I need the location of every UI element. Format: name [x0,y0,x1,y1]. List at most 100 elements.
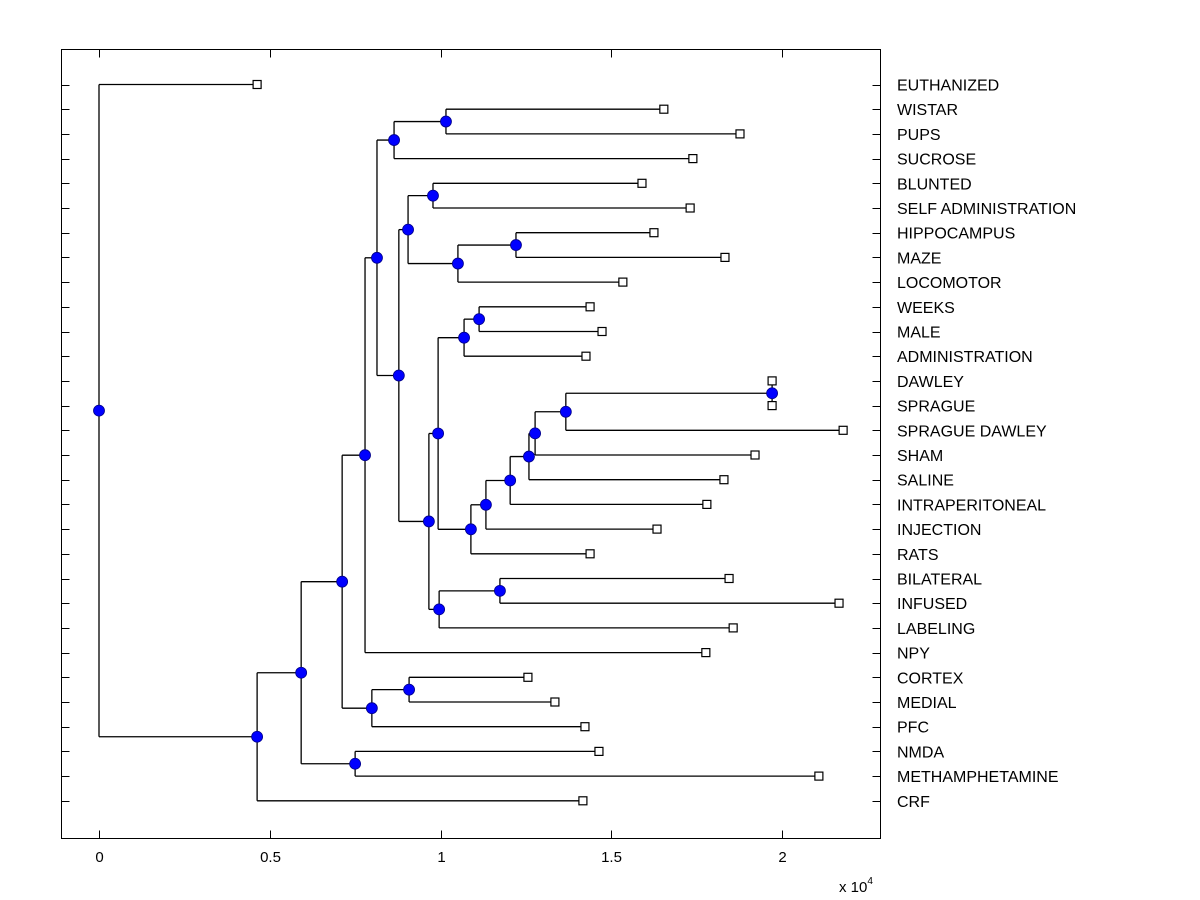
cluster-node [559,405,572,418]
cluster-node [427,189,439,202]
leaf-marker [637,178,647,188]
cluster-node [458,331,470,344]
axis-ticks [61,49,881,839]
leaf-marker [767,376,777,386]
leaf-marker [688,154,698,164]
cluster-node [359,449,371,462]
cluster-node [464,523,477,536]
cluster-node [251,730,264,743]
leaf-label: MAZE [897,250,941,267]
cluster-node [433,603,446,616]
leaf-label: PUPS [897,127,941,144]
x-tick-label: 1 [437,849,445,866]
cluster-node [402,223,414,236]
leaf-marker [814,771,824,781]
plot-frame [61,49,881,839]
leaf-label: SHAM [897,448,943,465]
cluster-node [510,239,522,251]
leaf-marker [659,104,669,114]
leaf-label: BILATERAL [897,572,982,589]
leaf-marker [580,722,590,732]
leaf-label: DAWLEY [897,374,964,391]
leaf-marker [735,129,745,139]
leaf-marker [252,79,262,90]
leaf-marker [585,549,595,559]
x-tick-label: 0.5 [260,849,281,866]
x-tick-labels: 0 0.5 1 1.5 2 [95,849,786,866]
leaf-marker [581,351,591,361]
cluster-node [93,404,105,417]
leaf-label: NMDA [897,744,944,761]
cluster-node [473,313,485,326]
cluster-node [504,474,517,487]
leaf-label: METHAMPHETAMINE [897,769,1058,786]
cluster-node [422,515,435,528]
x-multiplier-exponent: 4 [867,876,873,887]
leaf-label: HIPPOCAMPUS [897,226,1015,243]
leaf-label: WISTAR [897,102,958,119]
leaf-marker [701,647,711,658]
leaf-label: EUTHANIZED [897,78,999,95]
leaf-label: WEEKS [897,300,955,317]
cluster-node [494,584,506,597]
cluster-node [480,498,492,511]
leaf-label: CRF [897,794,930,811]
leaf-label: SPRAGUE [897,399,975,416]
cluster-node [295,666,308,679]
leaf-label: CORTEX [897,670,964,687]
leaf-marker [585,302,595,312]
cluster-node [392,369,405,382]
leaf-label: ADMINISTRATION [897,349,1033,366]
leaf-label: INFUSED [897,596,967,613]
leaf-marker [720,252,730,262]
leaf-marker [652,524,662,534]
leaf-label: LABELING [897,621,975,638]
leaf-label: INTRAPERITONEAL [897,497,1046,514]
leaf-label: RATS [897,547,938,564]
cluster-node [529,427,541,440]
cluster-node [365,702,378,715]
leaf-marker [523,672,533,682]
leaf-marker [728,623,738,633]
x-tick-label: 1.5 [601,849,622,866]
leaf-label: MEDIAL [897,695,957,712]
leaf-label: PFC [897,720,929,737]
leaf-marker [594,746,604,757]
cluster-node [452,257,464,270]
cluster-node [388,134,400,146]
cluster-node [371,251,383,264]
node-markers [93,115,778,770]
leaf-marker [838,425,848,435]
cluster-node [440,115,452,128]
leaf-marker [578,796,588,806]
leaf-label: LOCOMOTOR [897,275,1002,292]
leaf-markers [252,79,848,806]
x-tick-label: 0 [95,849,103,866]
leaf-marker [750,450,760,460]
x-tick-label: 2 [778,849,786,866]
leaf-marker [685,203,695,213]
leaf-label: SELF ADMINISTRATION [897,201,1076,218]
leaf-marker [597,326,607,337]
leaf-labels: EUTHANIZED WISTAR PUPS SUCROSE BLUNTED SELF A… [897,78,1076,811]
leaf-marker [702,499,712,509]
leaf-label: SUCROSE [897,152,976,169]
leaf-marker [719,475,729,485]
leaf-label: SPRAGUE DAWLEY [897,423,1047,440]
cluster-node [432,427,445,440]
leaf-label: SALINE [897,473,954,490]
leaf-marker [649,228,659,238]
cluster-node [336,575,349,588]
cluster-node [523,450,535,463]
leaf-label: INJECTION [897,522,981,539]
leaf-label: NPY [897,646,930,663]
cluster-node [766,387,778,400]
leaf-marker [834,598,844,608]
cluster-node [403,683,415,696]
leaf-label: MALE [897,325,941,342]
leaf-marker [767,401,777,411]
leaf-label: BLUNTED [897,176,972,193]
x-multiplier-label: x 104 [839,876,873,896]
leaf-marker [618,277,628,287]
